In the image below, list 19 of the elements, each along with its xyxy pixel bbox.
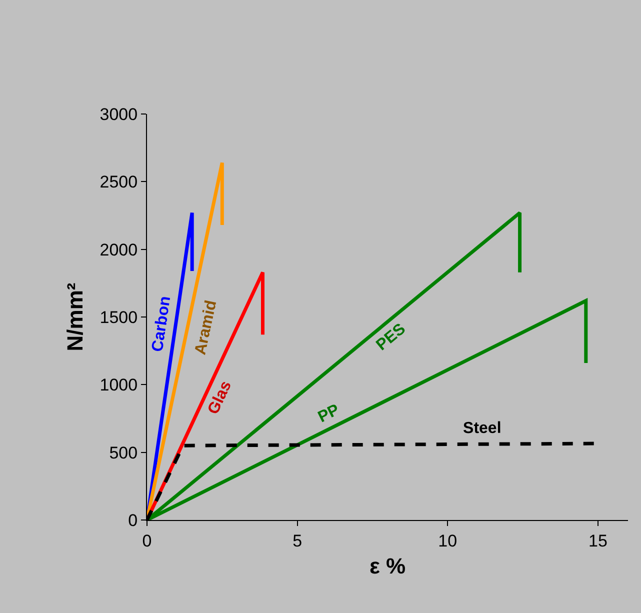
x-tick-label: 5 [292, 531, 302, 550]
x-tick-label: 0 [142, 531, 152, 550]
text: PP [316, 401, 343, 426]
text: PES [373, 320, 410, 354]
y-tick-label: 1500 [100, 308, 138, 327]
y-axis-title: N/mm² [62, 282, 88, 352]
y-tick-label: 2000 [100, 240, 138, 260]
x-tick-label: 15 [588, 531, 608, 550]
x-axis-title: ε % [369, 553, 406, 578]
y-tick-label: 3000 [100, 104, 138, 124]
series-label: Steel [462, 420, 502, 438]
y-tick-label: 0 [128, 510, 138, 530]
y-tick-label: 1000 [100, 376, 138, 395]
text: Carbon [149, 295, 174, 353]
y-tick-label: 500 [109, 443, 138, 462]
text: Glas [204, 378, 236, 418]
y-tick-label: 2500 [100, 172, 138, 192]
x-tick-label: 10 [438, 531, 458, 550]
text: Aramid [192, 298, 220, 356]
